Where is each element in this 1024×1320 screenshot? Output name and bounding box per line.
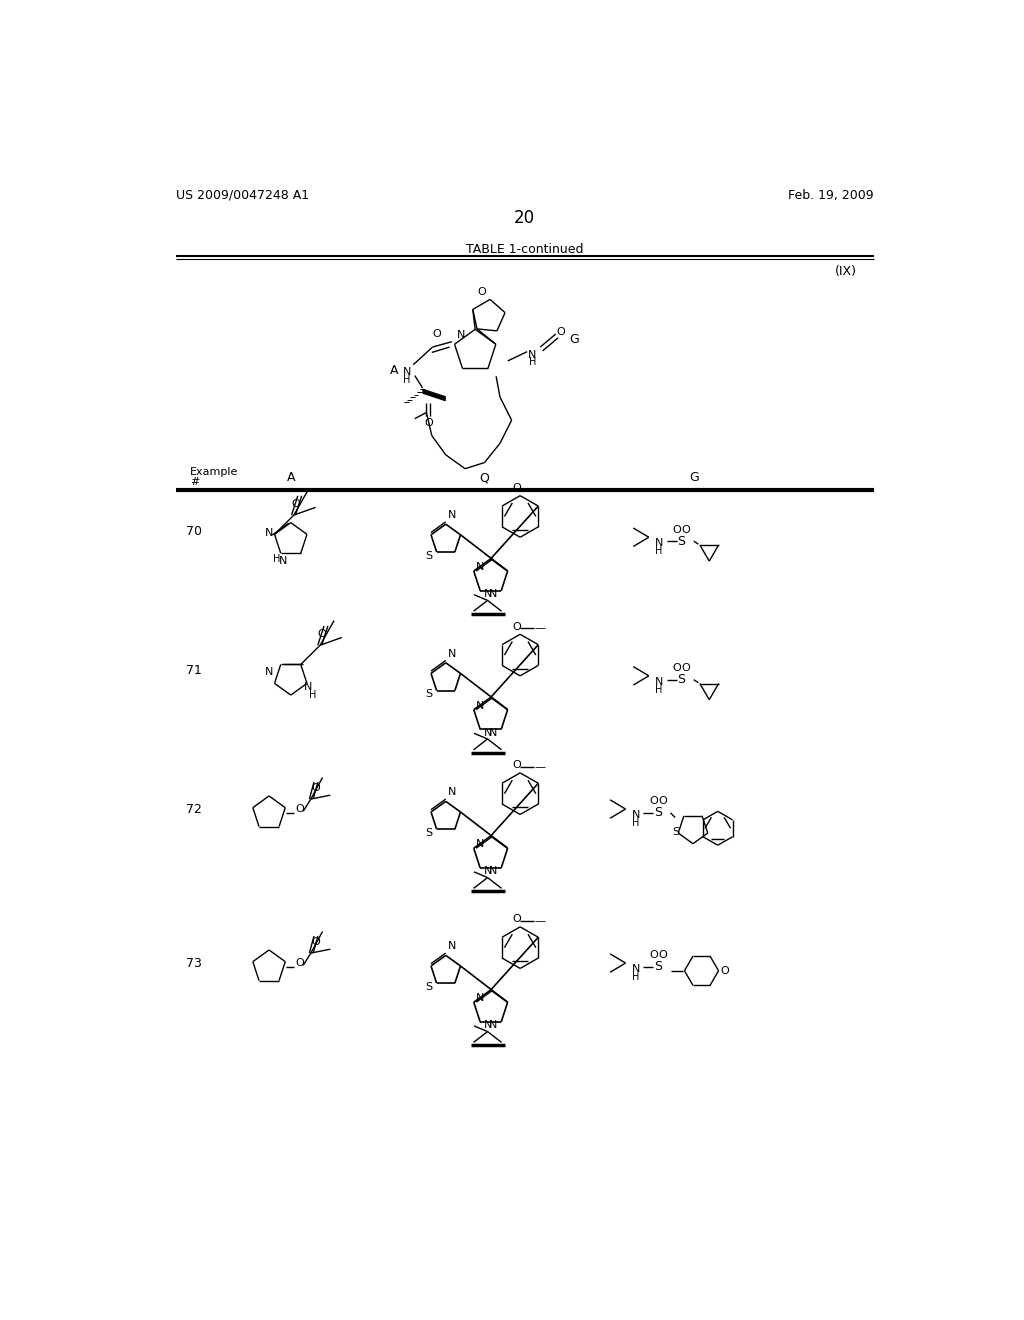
Text: O: O [649, 950, 657, 961]
Text: Feb. 19, 2009: Feb. 19, 2009 [787, 189, 873, 202]
Text: H: H [309, 690, 316, 700]
Text: O: O [317, 630, 326, 639]
Text: N: N [447, 941, 456, 952]
Text: H: H [632, 972, 639, 982]
Text: H: H [403, 375, 411, 385]
Text: N: N [457, 330, 466, 341]
Text: O: O [658, 950, 667, 961]
Text: N: N [632, 964, 640, 974]
Text: N: N [489, 1020, 498, 1030]
Text: O: O [478, 286, 486, 297]
Text: N: N [483, 589, 493, 599]
Text: US 2009/0047248 A1: US 2009/0047248 A1 [176, 189, 309, 202]
Text: O: O [673, 663, 681, 673]
Text: N: N [489, 727, 498, 738]
Text: N: N [265, 528, 273, 539]
Text: H: H [632, 818, 639, 828]
Text: H: H [655, 685, 663, 694]
Text: A: A [389, 363, 398, 376]
Text: S: S [425, 828, 432, 838]
Text: H: H [528, 358, 537, 367]
Text: S: S [673, 828, 680, 837]
Text: N: N [476, 840, 484, 849]
Text: Q: Q [479, 471, 489, 484]
Text: O: O [673, 524, 681, 535]
Text: H: H [273, 554, 281, 564]
Text: N: N [476, 562, 484, 572]
Text: O: O [512, 915, 520, 924]
Text: N: N [447, 648, 456, 659]
Text: N: N [303, 682, 312, 693]
Text: S: S [677, 535, 685, 548]
Text: O: O [291, 499, 300, 510]
Text: —: — [534, 916, 545, 925]
Text: N: N [265, 667, 273, 677]
Text: 70: 70 [186, 525, 202, 539]
Text: O: O [649, 796, 657, 807]
Text: 20: 20 [514, 210, 536, 227]
Text: O: O [432, 329, 440, 339]
Text: G: G [568, 333, 579, 346]
Text: 73: 73 [186, 957, 202, 970]
Text: G: G [689, 471, 698, 484]
Text: S: S [425, 550, 432, 561]
Text: A: A [287, 471, 295, 484]
Text: O: O [512, 483, 520, 492]
Text: O: O [512, 622, 520, 631]
Text: 72: 72 [186, 803, 202, 816]
Text: N: N [279, 556, 287, 566]
Text: TABLE 1-continued: TABLE 1-continued [466, 243, 584, 256]
Text: S: S [677, 673, 685, 686]
Text: O: O [295, 958, 304, 968]
Text: O: O [311, 783, 319, 793]
Text: O: O [556, 326, 565, 337]
Text: O: O [682, 663, 690, 673]
Text: O: O [682, 524, 690, 535]
Text: S: S [425, 982, 432, 993]
Text: #: # [190, 477, 200, 487]
Text: S: S [425, 689, 432, 700]
Text: N: N [483, 727, 493, 738]
Text: —: — [534, 762, 545, 772]
Text: N: N [447, 510, 456, 520]
Text: O: O [295, 804, 304, 814]
Text: O: O [512, 760, 520, 770]
Text: S: S [654, 961, 663, 973]
Text: O: O [658, 796, 667, 807]
Text: —: — [534, 484, 545, 495]
Text: S: S [654, 807, 663, 820]
Text: N: N [632, 810, 640, 820]
Text: 71: 71 [186, 664, 202, 677]
Text: N: N [476, 701, 484, 710]
Text: N: N [476, 994, 484, 1003]
Text: Example: Example [190, 467, 239, 477]
Text: H: H [655, 546, 663, 556]
Text: N: N [489, 589, 498, 599]
Text: N: N [654, 539, 664, 548]
Text: O: O [720, 966, 729, 975]
Text: N: N [489, 866, 498, 876]
Text: N: N [402, 367, 412, 378]
Text: N: N [483, 1020, 493, 1030]
Text: N: N [654, 677, 664, 686]
Text: N: N [447, 787, 456, 797]
Text: —: — [534, 623, 545, 634]
Text: N: N [483, 866, 493, 876]
Text: O: O [311, 937, 319, 948]
Text: O: O [424, 418, 433, 428]
Text: N: N [528, 350, 537, 360]
Text: (IX): (IX) [835, 265, 856, 279]
